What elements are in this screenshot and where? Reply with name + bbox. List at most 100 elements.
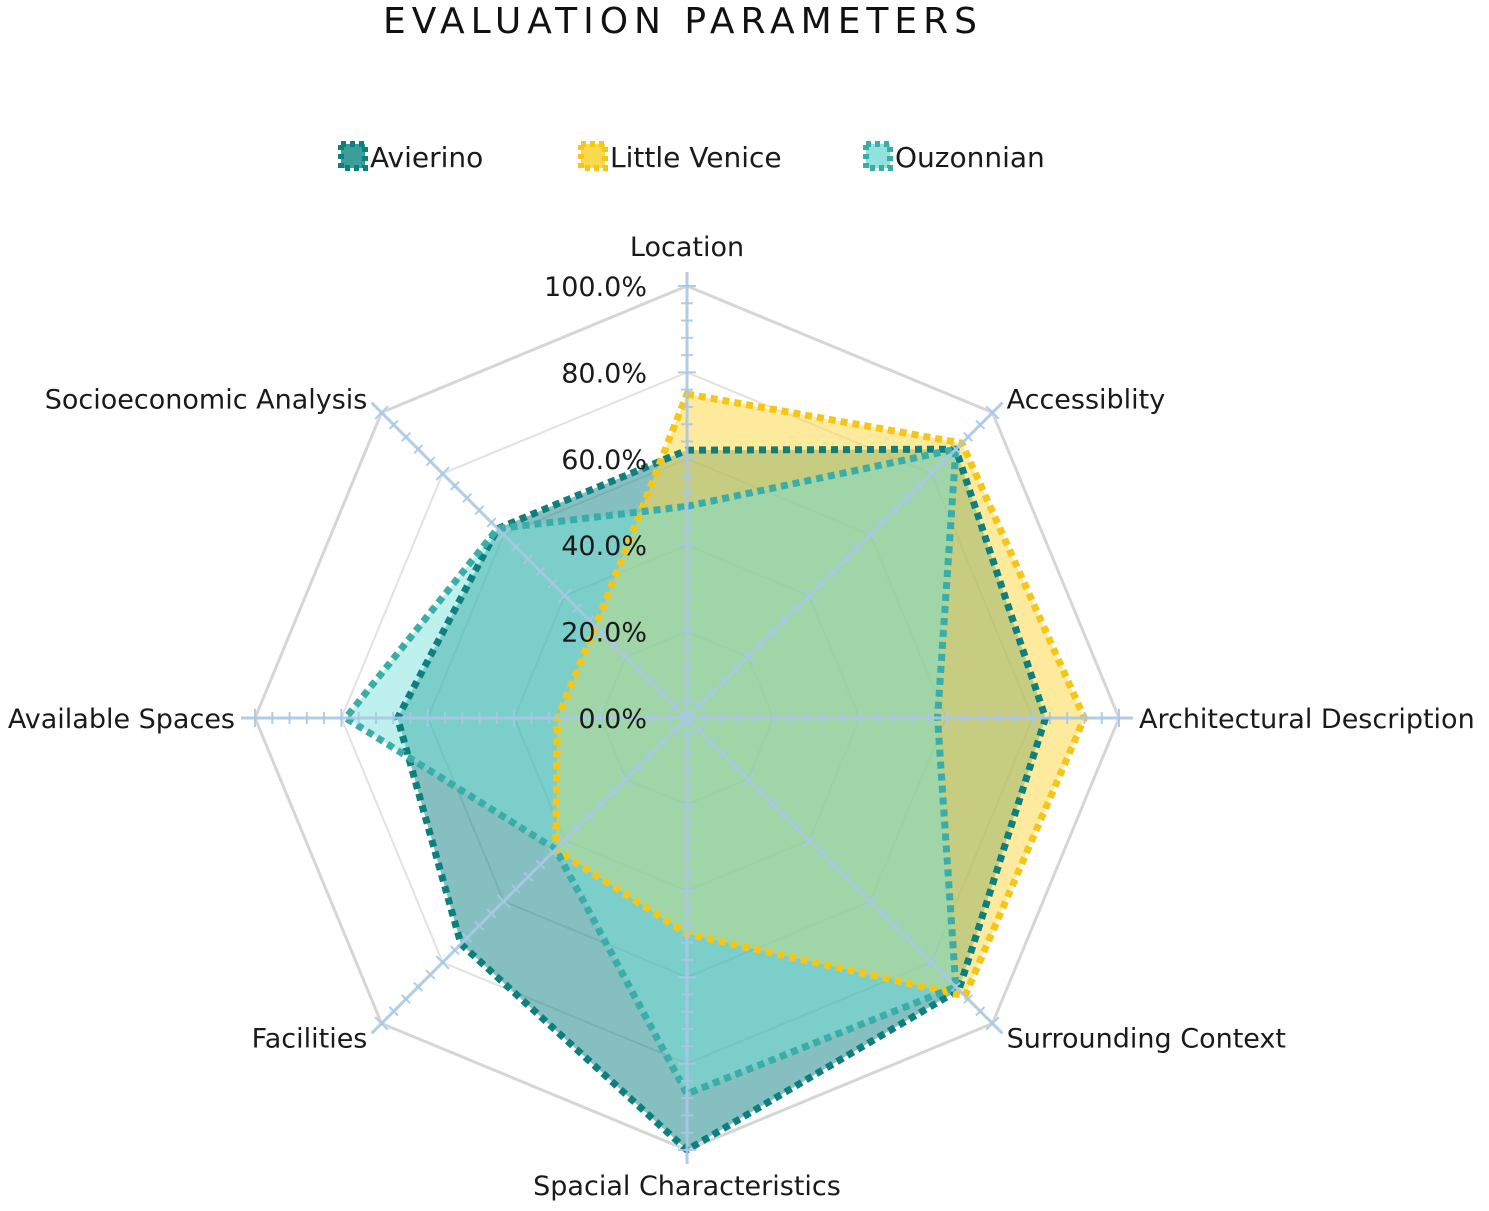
spoke-tick [374, 1016, 389, 1031]
spoke-tick [730, 761, 741, 772]
spoke-tick [767, 798, 778, 809]
axis-label-architectural-description: Architectural Description [1139, 704, 1475, 735]
spoke-tick [557, 588, 572, 603]
spoke-tick [596, 627, 607, 638]
spoke-tick [496, 894, 511, 909]
spoke-tick [975, 419, 986, 430]
spoke-tick [755, 786, 766, 797]
spoke-tick [449, 945, 460, 956]
axis-label-socioeconomic-analysis: Socioeconomic Analysis [45, 384, 368, 415]
spoke-tick [474, 920, 485, 931]
spoke-tick [657, 688, 668, 699]
spoke-tick [608, 639, 619, 650]
spoke-socioeconomic-analysis [370, 401, 689, 720]
spoke-tick [449, 480, 460, 491]
spoke-tick [718, 676, 729, 687]
spoke-tick [547, 578, 558, 589]
spoke-tick [938, 456, 949, 467]
legend-item-ouzonnian[interactable]: Ouzonnian [863, 141, 1045, 174]
spoke-tick [802, 833, 817, 848]
spoke-tick [779, 615, 790, 626]
axis-label-facilities: Facilities [252, 1024, 368, 1055]
tick-label-3: 60.0% [561, 445, 647, 476]
spoke-tick [657, 737, 668, 748]
spoke-tick [584, 615, 595, 626]
spoke-tick [730, 664, 741, 675]
spoke-tick [706, 688, 717, 699]
spoke-tick [413, 444, 424, 455]
spoke-tick [523, 554, 534, 565]
spoke-tick [963, 994, 973, 1004]
spoke-tick [694, 725, 705, 736]
spoke-tick [924, 466, 939, 481]
spoke-tick [401, 994, 411, 1004]
axis-label-location: Location [630, 232, 744, 263]
radial-tick-labels: 0.0% 20.0% 40.0% 60.0% 80.0% 100.0% [544, 272, 647, 735]
spoke-tick [914, 945, 925, 956]
spoke-tick [510, 541, 521, 552]
spoke-tick [523, 871, 534, 882]
spoke-tick [462, 493, 473, 504]
spoke-tick [741, 649, 756, 664]
tick-label-5: 100.0% [544, 272, 647, 303]
spoke-tick [572, 823, 582, 833]
spoke-tick [914, 480, 925, 491]
spoke-tick [486, 517, 497, 528]
spoke-tick [950, 444, 961, 455]
spoke-tick [669, 725, 680, 736]
spoke-tick [963, 432, 973, 442]
legend-item-avierino[interactable]: Avierino [338, 141, 483, 174]
spoke-tick [584, 810, 595, 821]
spoke-tick [755, 639, 766, 650]
spoke-tick [863, 894, 878, 909]
tick-label-4: 80.0% [561, 358, 647, 389]
spoke-tick [474, 505, 485, 516]
spoke-tick [374, 405, 389, 420]
spoke-tick [535, 566, 546, 577]
axis-label-spacial-characteristics: Spacial Characteristics [533, 1171, 841, 1202]
spoke-tick [840, 554, 851, 565]
spoke-tick [572, 603, 582, 613]
legend-swatch-little-venice [578, 141, 608, 171]
spoke-tick [608, 786, 619, 797]
spoke-tick [425, 456, 436, 467]
axis-label-available-spaces: Available Spaces [8, 704, 235, 735]
spoke-tick [669, 700, 680, 711]
spoke-tick [645, 749, 656, 760]
tick-label-0: 0.0% [578, 704, 647, 735]
spoke-tick [413, 981, 424, 992]
spoke-tick [547, 847, 558, 858]
spoke-tick [645, 676, 656, 687]
spoke-tick [901, 493, 912, 504]
spoke-tick [694, 700, 705, 711]
spoke-tick [618, 649, 633, 664]
spoke-tick [535, 859, 546, 870]
spoke-facilities [370, 716, 689, 1035]
series-area-ouzonnian [345, 449, 956, 1094]
legend-item-little-venice[interactable]: Little Venice [578, 141, 782, 174]
legend: Avierino Little Venice Ouzonnian [338, 141, 1045, 174]
spoke-tick [388, 1006, 399, 1017]
chart-title: EVALUATION PARAMETERS [383, 1, 983, 42]
legend-label-avierino: Avierino [370, 141, 483, 174]
spoke-surrounding-context [685, 716, 1004, 1035]
legend-swatch-ouzonnian [863, 141, 893, 171]
spoke-tick [718, 749, 729, 760]
spoke-tick [486, 908, 497, 919]
spoke-tick [633, 761, 644, 772]
radar-spokes [241, 272, 1133, 1164]
spoke-tick [877, 908, 888, 919]
spoke-tick [388, 419, 399, 430]
spoke-tick [435, 955, 450, 970]
tick-label-2: 40.0% [561, 531, 647, 562]
spoke-tick [985, 1016, 1000, 1031]
spoke-tick [401, 432, 411, 442]
spoke-tick [975, 1006, 986, 1017]
spoke-tick [924, 955, 939, 970]
spoke-tick [557, 833, 572, 848]
spoke-tick [901, 932, 912, 943]
spoke-accessiblity [685, 401, 1004, 720]
spoke-tick [828, 859, 839, 870]
spoke-tick [779, 810, 790, 821]
series-line-ouzonnian [342, 445, 960, 1098]
